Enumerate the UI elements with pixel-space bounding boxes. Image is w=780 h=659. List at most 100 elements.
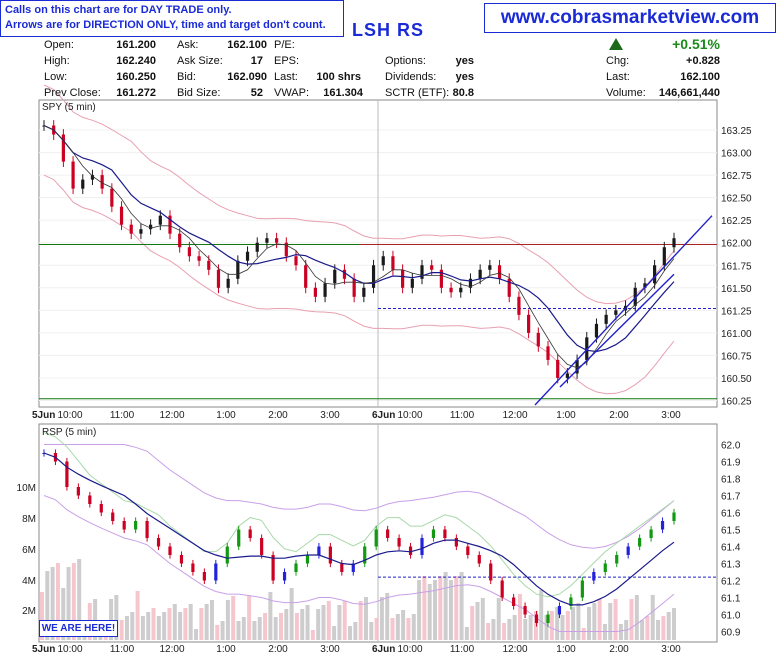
spy-candle-body (653, 265, 657, 284)
spy-candle-body (275, 238, 279, 243)
spy-panel-label: SPY (5 min) (42, 102, 96, 113)
spy-candle-body (556, 359, 560, 378)
volume-bar (194, 629, 199, 640)
volume-bar (178, 612, 183, 640)
rsp-candle-body (191, 563, 195, 572)
volume-bar (183, 608, 188, 640)
spy-candle-body (178, 233, 182, 248)
spy-candle-body (139, 229, 143, 234)
x-tick-label: 1:00 (556, 410, 576, 421)
x-tick-label: 10:00 (397, 410, 422, 421)
volume-bar (427, 584, 432, 640)
spy-candle-body (391, 256, 395, 270)
spy-candle-body (313, 287, 317, 297)
volume-bar (666, 612, 671, 640)
up-triangle-icon (609, 38, 623, 50)
volume-bar (443, 572, 448, 640)
volume-bar (199, 608, 204, 640)
spy-candle-body (100, 175, 104, 189)
rsp-candle-body (672, 512, 676, 521)
x-tick-label: 10:00 (57, 644, 82, 655)
spy-candle-body (381, 256, 385, 266)
rsp-candle-body (557, 606, 562, 615)
spy-candle-body (362, 287, 366, 297)
x-tick-label: 2:00 (609, 644, 629, 655)
volume-tick-label: 8M (22, 514, 36, 525)
rsp-candle-body (317, 546, 321, 555)
spy-candle-body (527, 314, 531, 333)
volume-bar (278, 613, 283, 640)
rsp-candle-body (305, 555, 310, 564)
x-tick-label: 3:00 (661, 410, 681, 421)
volume-bar (672, 608, 676, 640)
vwap-value: 161.304 (323, 87, 363, 99)
spy-candle-body (565, 373, 569, 378)
spy-candle-body (371, 265, 376, 288)
volume-bar (608, 603, 613, 640)
volume-bar (156, 616, 161, 640)
rsp-candle-body (660, 521, 665, 530)
volume-bar (167, 608, 172, 640)
spy-candle-body (342, 269, 347, 279)
spy-candle-body (575, 359, 579, 374)
asksize-value: 17 (250, 55, 263, 67)
uptrend-line-inner (559, 273, 675, 388)
vwap-label: VWAP: (274, 87, 310, 99)
bidsize-value: 52 (250, 87, 263, 99)
spy-candle-body (119, 206, 124, 225)
x-tick-label: 3:00 (661, 644, 681, 655)
rsp-candle-body (454, 538, 458, 547)
rsp-candle-body (156, 538, 161, 547)
volume-bar (448, 580, 453, 640)
x-tick-label: 5Jun (32, 410, 55, 421)
last-label: Last: (274, 71, 298, 83)
volume-bar (517, 594, 522, 640)
rsp-candle-body (99, 504, 103, 513)
volume-bar (236, 621, 241, 640)
rsp-candle-body (179, 555, 184, 564)
x-tick-label: 3:00 (320, 644, 340, 655)
volume-bar (294, 613, 299, 640)
volume-bar (571, 607, 576, 640)
volume-tick-label: 2M (22, 606, 36, 617)
volume-bar (549, 611, 554, 640)
chg-value: +0.828 (686, 55, 720, 67)
pe-label: P/E: (274, 39, 295, 51)
dividends-value: yes (455, 71, 474, 83)
x-tick-label: 2:00 (609, 410, 629, 421)
volume-bar (273, 617, 278, 640)
rsp-candle-body (603, 563, 607, 572)
x-tick-label: 11:00 (450, 410, 475, 421)
volume-bar (411, 614, 416, 640)
volume-bar (581, 628, 586, 640)
rsp-y-tick-label: 61.7 (721, 492, 741, 503)
site-banner[interactable]: www.cobrasmarketview.com (484, 3, 776, 33)
spy-upper-band (43, 84, 675, 305)
spy-candle-body (352, 278, 356, 297)
spy-candle-body (468, 278, 473, 288)
spy-candle-body (672, 238, 676, 248)
volume-bar (342, 601, 347, 640)
volume-bar (656, 620, 661, 640)
rsp-candle-body (615, 555, 619, 564)
spy-candle-body (459, 287, 463, 293)
volume-bar (475, 602, 480, 640)
rsp-candle-body (580, 580, 584, 598)
rsp-candle-body (134, 521, 138, 530)
volume-bar (650, 595, 655, 640)
rsp-candle-body (477, 555, 481, 564)
volume-bar (438, 576, 443, 640)
volume-bar (348, 626, 353, 640)
rsp-candle-body (374, 529, 378, 547)
options-label: Options: (385, 55, 426, 67)
low-value: 160.250 (116, 71, 156, 83)
spy-candle-body (236, 260, 240, 279)
spy-candle-body (197, 256, 201, 261)
ask-label: Ask: (177, 39, 199, 51)
volume-bar (634, 595, 639, 640)
spy-candle-body (517, 296, 521, 315)
volume-bar (560, 615, 565, 640)
volume-bar (565, 611, 570, 640)
we-are-here-badge: WE ARE HERE! (39, 620, 118, 637)
